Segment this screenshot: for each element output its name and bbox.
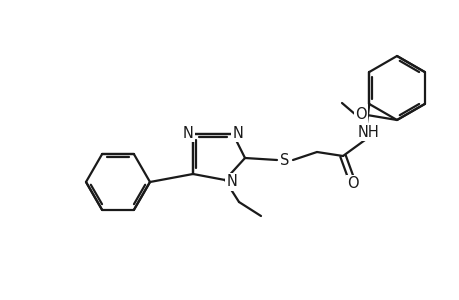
Text: O: O bbox=[347, 176, 358, 191]
Text: N: N bbox=[182, 125, 193, 140]
Text: S: S bbox=[280, 152, 289, 167]
Text: N: N bbox=[232, 125, 243, 140]
Text: O: O bbox=[354, 106, 366, 122]
Text: NH: NH bbox=[358, 124, 379, 140]
Text: N: N bbox=[226, 175, 237, 190]
